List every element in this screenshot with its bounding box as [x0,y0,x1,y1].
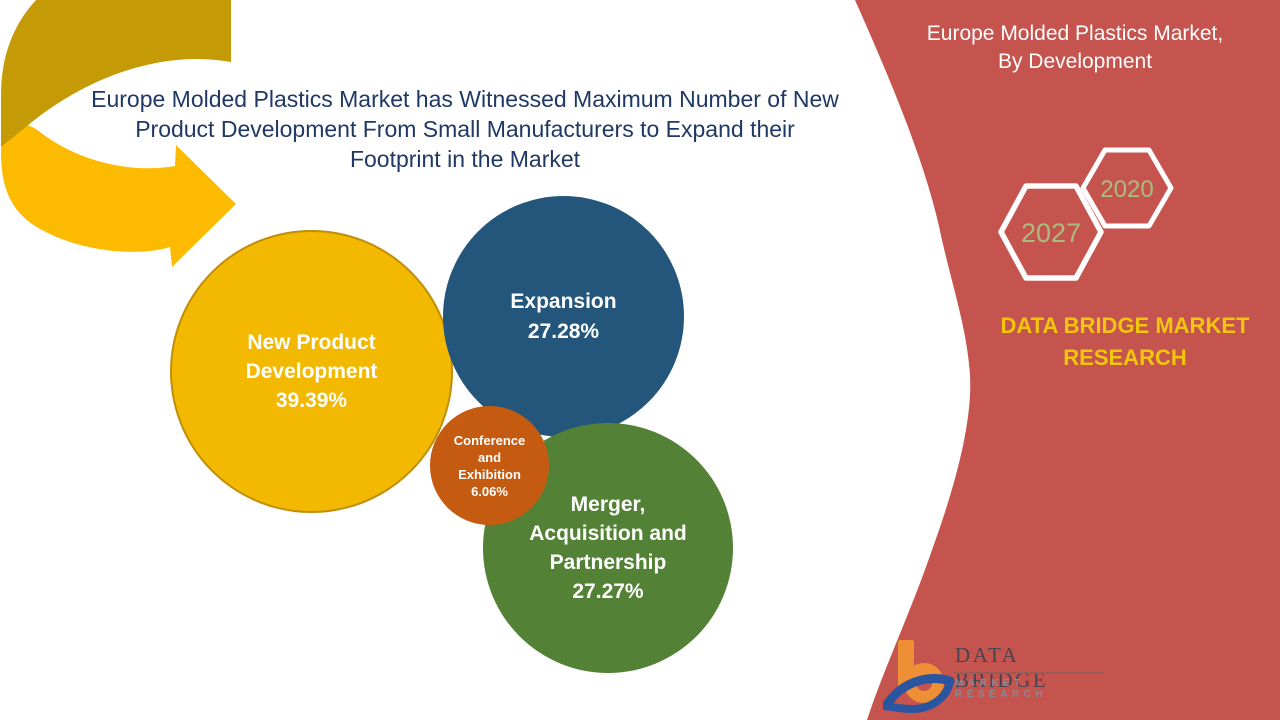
side-panel-title: Europe Molded Plastics Market, By Develo… [900,20,1250,76]
brand-name-line-1: DATA BRIDGE MARKET [1000,313,1250,338]
bubble-expansion: Expansion 27.28% [443,196,684,437]
bubble-label-line: Development [245,360,378,383]
bubble-merger-acquisition-partnership: Merger, Acquisition and Partnership 27.2… [483,423,733,673]
headline-line-1: Europe Molded Plastics Market has Witnes… [91,86,839,112]
headline-line-3: Footprint in the Market [349,146,581,172]
bubble-label-line: Expansion [510,289,617,313]
hexagon-2020-icon [1080,147,1174,229]
bubble-label-line: Conference [453,432,526,448]
bubble-value: 6.06% [471,483,508,499]
bubble-label-line: and [477,449,502,465]
side-panel-title-line-2: By Development [997,50,1153,73]
logo: DATA BRIDGE MARKET RESEARCH [883,638,1113,716]
bubble-label-line: Partnership [549,551,667,574]
brand-name-line-2: RESEARCH [1063,345,1187,370]
bubble-value: 39.39% [275,389,348,412]
bubble-label-line: Acquisition and [529,522,687,545]
headline-line-2: Product Development From Small Manufactu… [135,116,795,142]
curved-arrow-graphic [1,0,236,267]
side-panel-graphic: 2027 2020 [855,0,1280,720]
side-panel-title-line-1: Europe Molded Plastics Market, [926,22,1224,45]
hexagon-2027-icon [998,183,1104,281]
forecast-year-label: 2027 [1021,218,1081,248]
arrow-upper-band [1,0,231,147]
bubble-value: 27.27% [572,580,644,603]
bubble-label-line: Merger, [570,493,646,516]
bubble-value: 27.28% [527,319,600,343]
brand-name: DATA BRIDGE MARKET RESEARCH [960,310,1280,374]
base-year-label: 2020 [1100,176,1153,203]
data-bridge-logo-icon [883,640,955,714]
logo-tagline: MARKET RESEARCH [955,678,1048,700]
bubble-new-product-development: New Product Development 39.39% [170,230,453,513]
side-panel-background [855,0,1280,720]
logo-divider [954,672,1104,674]
bubble-label-line: New Product [247,331,376,354]
arrow-lower-band [1,124,236,267]
bubble-conference-exhibition: Conference and Exhibition 6.06% [430,406,549,525]
headline: Europe Molded Plastics Market has Witnes… [40,84,890,174]
bubble-label-line: Exhibition [458,466,521,482]
